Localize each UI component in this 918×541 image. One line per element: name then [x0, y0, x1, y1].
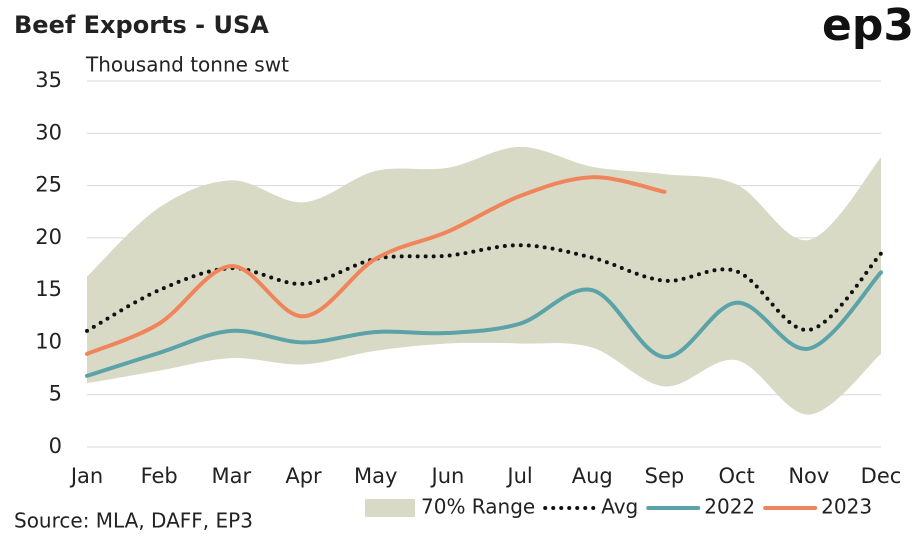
series-line: [85, 270, 883, 378]
y-tick-label: 20: [35, 225, 62, 249]
legend-swatch: [365, 499, 415, 517]
brand-logo: ep3: [822, 0, 914, 51]
x-tick-label: Jun: [430, 464, 465, 488]
x-tick-label: Sep: [645, 464, 685, 488]
legend-label: Avg: [601, 495, 638, 519]
x-tick-label: Apr: [285, 464, 322, 488]
y-tick-label: 25: [35, 173, 62, 197]
y-tick-label: 10: [35, 329, 62, 353]
chart-title: Beef Exports - USA: [14, 11, 269, 39]
y-axis-label: Thousand tonne swt: [85, 53, 289, 77]
legend-label: 2022: [704, 495, 755, 519]
x-tick-label: Jul: [505, 464, 532, 488]
legend-label: 2023: [821, 495, 872, 519]
y-tick-label: 30: [35, 120, 62, 144]
source-note: Source: MLA, DAFF, EP3: [14, 509, 253, 533]
y-tick-label: 35: [35, 68, 62, 92]
x-tick-label: Aug: [572, 464, 613, 488]
y-tick-label: 15: [35, 277, 62, 301]
x-tick-label: Feb: [141, 464, 178, 488]
x-tick-label: Mar: [212, 464, 252, 488]
x-tick-label: Dec: [861, 464, 902, 488]
legend-label: 70% Range: [421, 495, 535, 519]
x-tick-label: Oct: [718, 464, 754, 488]
x-tick-label: May: [354, 464, 397, 488]
x-tick-label: Jan: [69, 464, 103, 488]
y-tick-label: 0: [49, 434, 62, 458]
y-tick-label: 5: [49, 382, 62, 406]
series-line: [85, 175, 667, 356]
x-tick-label: Nov: [788, 464, 829, 488]
